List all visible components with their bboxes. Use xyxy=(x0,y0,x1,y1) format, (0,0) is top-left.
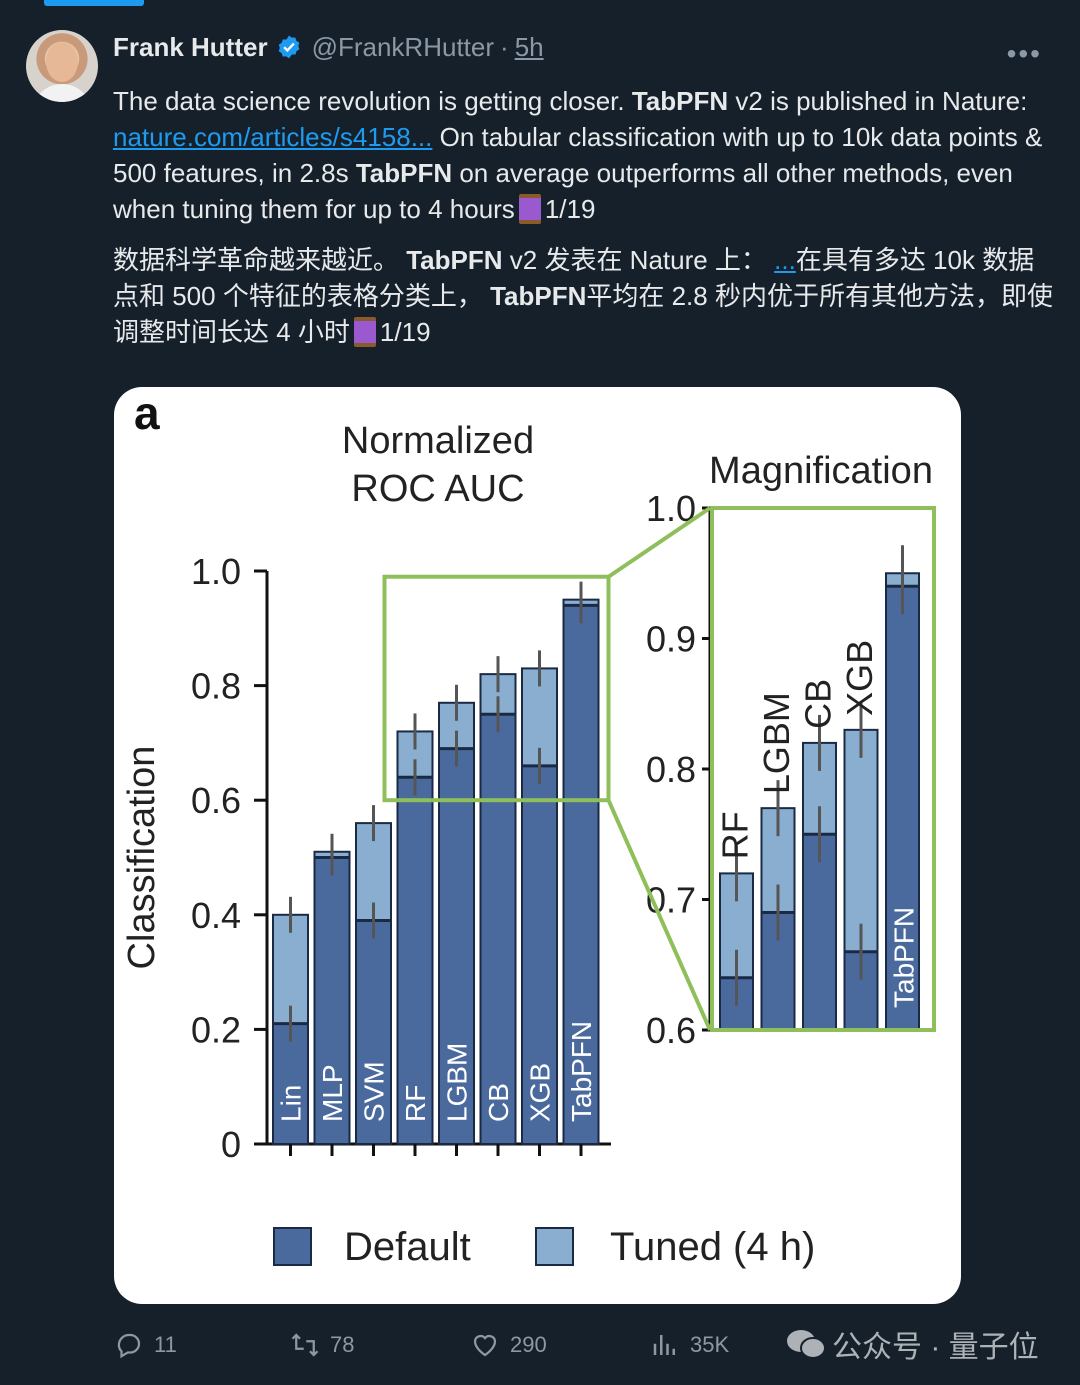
y-tick-label: 0 xyxy=(221,1124,241,1165)
thread-spool-icon xyxy=(353,317,376,347)
separator-dot: · xyxy=(500,31,509,62)
inset-category-label: XGB xyxy=(839,640,880,716)
bar-category-label: XGB xyxy=(525,1063,556,1122)
bar-category-label: Lin xyxy=(276,1085,307,1122)
watermark: 公众号 · 量子位 xyxy=(786,1322,1039,1366)
reply-icon xyxy=(117,1333,141,1359)
article-link[interactable]: nature.com/articles/s4158... xyxy=(113,122,433,152)
retweet-icon xyxy=(291,1333,319,1357)
bar-default xyxy=(438,747,475,1145)
bar-category-label: MLP xyxy=(317,1064,348,1122)
bar-category-label: TabPFN xyxy=(566,1021,597,1122)
tweet-timestamp[interactable]: 5h xyxy=(514,31,544,62)
chart-image[interactable]: a Normalized ROC AUC 0 0.2 0.4 0.6 0.8 1.0 Classi… xyxy=(114,387,961,1304)
inset-category-label: TabPFN xyxy=(889,907,920,1008)
heart-icon xyxy=(473,1334,497,1357)
views-button[interactable]: 35K xyxy=(650,1330,729,1360)
inset-bar-default xyxy=(885,585,920,1032)
legend-label-default: Default xyxy=(344,1225,471,1269)
inset-y-tick-label: 0.9 xyxy=(646,619,696,660)
bar-default xyxy=(396,776,434,1145)
inset-title: Magnification xyxy=(709,450,933,492)
legend-swatch-default xyxy=(273,1227,312,1266)
bar-default xyxy=(272,1022,309,1145)
tweet-header: Frank Hutter @FrankRHutter · 5h xyxy=(113,30,544,64)
y-tick-label: 0.6 xyxy=(191,780,241,821)
watermark-text: 公众号 · 量子位 xyxy=(832,1331,1039,1364)
bar-default xyxy=(355,919,392,1146)
article-link-zh[interactable]: ... xyxy=(774,245,796,275)
views-count: 35K xyxy=(690,1332,730,1357)
inset-category-label: CB xyxy=(798,679,839,729)
inset-y-tick-label: 0.6 xyxy=(646,1010,696,1051)
wechat-icon xyxy=(787,1330,826,1359)
inset-category-label: RF xyxy=(715,811,756,859)
bar-category-label: SVM xyxy=(359,1061,390,1122)
legend-swatch-tuned xyxy=(535,1227,574,1266)
y-tick-label: 0.2 xyxy=(191,1009,241,1050)
author-handle[interactable]: @FrankRHutter xyxy=(311,31,495,62)
y-axis-label: Classification xyxy=(121,746,163,970)
roc-auc-chart: a Normalized ROC AUC 0 0.2 0.4 0.6 0.8 1.0 Classi… xyxy=(121,387,936,1269)
reply-count: 11 xyxy=(154,1332,177,1357)
y-tick-label: 1.0 xyxy=(191,551,241,592)
top-tab-indicator xyxy=(44,0,144,6)
retweet-button[interactable]: 78 xyxy=(290,1330,354,1360)
bar-category-label: CB xyxy=(483,1083,514,1122)
tweet-text-chinese: 数据科学革命越来越近。 TabPFN v2 发表在 Nature 上： ...在… xyxy=(113,245,1053,347)
inset-bar-default xyxy=(802,833,837,1031)
chart-title-line: Normalized xyxy=(342,420,534,462)
y-tick-label: 0.8 xyxy=(191,666,241,707)
reply-button[interactable]: 11 xyxy=(114,1330,177,1360)
y-tick-label: 0.4 xyxy=(191,895,241,936)
thread-spool-icon xyxy=(518,194,541,224)
tweet-text-english: The data science revolution is getting c… xyxy=(113,86,1043,224)
magnification-source-frame xyxy=(382,574,611,803)
bar-category-label: RF xyxy=(400,1085,431,1122)
bar-default xyxy=(479,713,517,1145)
zoom-connector-top xyxy=(607,506,712,579)
inset-y-tick-label: 0.8 xyxy=(646,749,696,790)
zoom-connector-bottom xyxy=(606,799,712,1031)
bar-category-label: LGBM xyxy=(442,1043,473,1122)
inset-category-label: LGBM xyxy=(756,692,797,794)
like-button[interactable]: 290 xyxy=(470,1330,547,1360)
views-chart-icon xyxy=(653,1335,675,1355)
tweet-actions: 11 78 290 35K xyxy=(114,1322,1060,1368)
panel-label: a xyxy=(134,387,160,439)
inset-frame xyxy=(710,506,936,1032)
verified-badge-icon xyxy=(278,35,299,59)
chart-title-line: ROC AUC xyxy=(351,468,524,510)
author-avatar[interactable] xyxy=(26,30,98,102)
legend-label-tuned: Tuned (4 h) xyxy=(610,1225,815,1269)
like-count: 290 xyxy=(510,1332,547,1357)
author-name[interactable]: Frank Hutter xyxy=(113,31,268,62)
retweet-count: 78 xyxy=(330,1332,355,1357)
more-options-icon[interactable]: ••• xyxy=(1006,38,1042,69)
